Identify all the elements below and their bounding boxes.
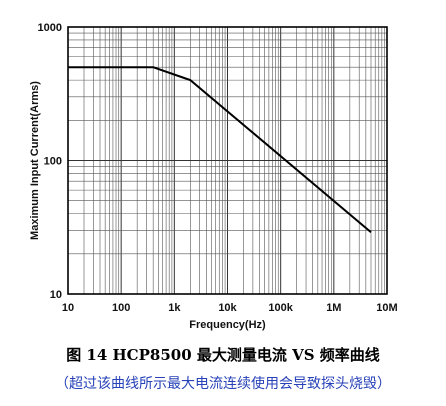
series-layer: [68, 66, 372, 234]
x-tick-label: 1k: [168, 302, 181, 314]
x-tick-label: 10: [62, 302, 74, 314]
y-axis-label: Maximum Input Current(Arms): [29, 81, 41, 240]
x-tick-label: 10k: [218, 302, 237, 314]
y-tick-label: 100: [44, 156, 62, 168]
y-tick-label: 1000: [38, 22, 62, 34]
y-tick-label: 10: [50, 289, 62, 301]
x-tick-label: 100: [112, 302, 130, 314]
x-tick-label: 100k: [268, 302, 293, 314]
grid-lines: [67, 27, 387, 295]
y-tick-labels: 10 100 1000: [38, 22, 62, 301]
figure-note: （超过该曲线所示最大电流连续使用会导致探头烧毁）: [55, 376, 391, 392]
figure-caption: 图 14 HCP8500 最大测量电流 VS 频率曲线: [66, 346, 380, 364]
x-axis-label: Frequency(Hz): [189, 319, 266, 331]
chart: 10 100 1k 10k 100k 1M 10M 10 100 1000 Frequency(…: [29, 22, 398, 331]
x-tick-label: 1M: [326, 302, 341, 314]
x-tick-labels: 10 100 1k 10k 100k 1M 10M: [62, 302, 398, 314]
x-tick-label: 10M: [376, 302, 397, 314]
series-line-0: [68, 66, 372, 234]
plot-frame: [67, 26, 388, 295]
